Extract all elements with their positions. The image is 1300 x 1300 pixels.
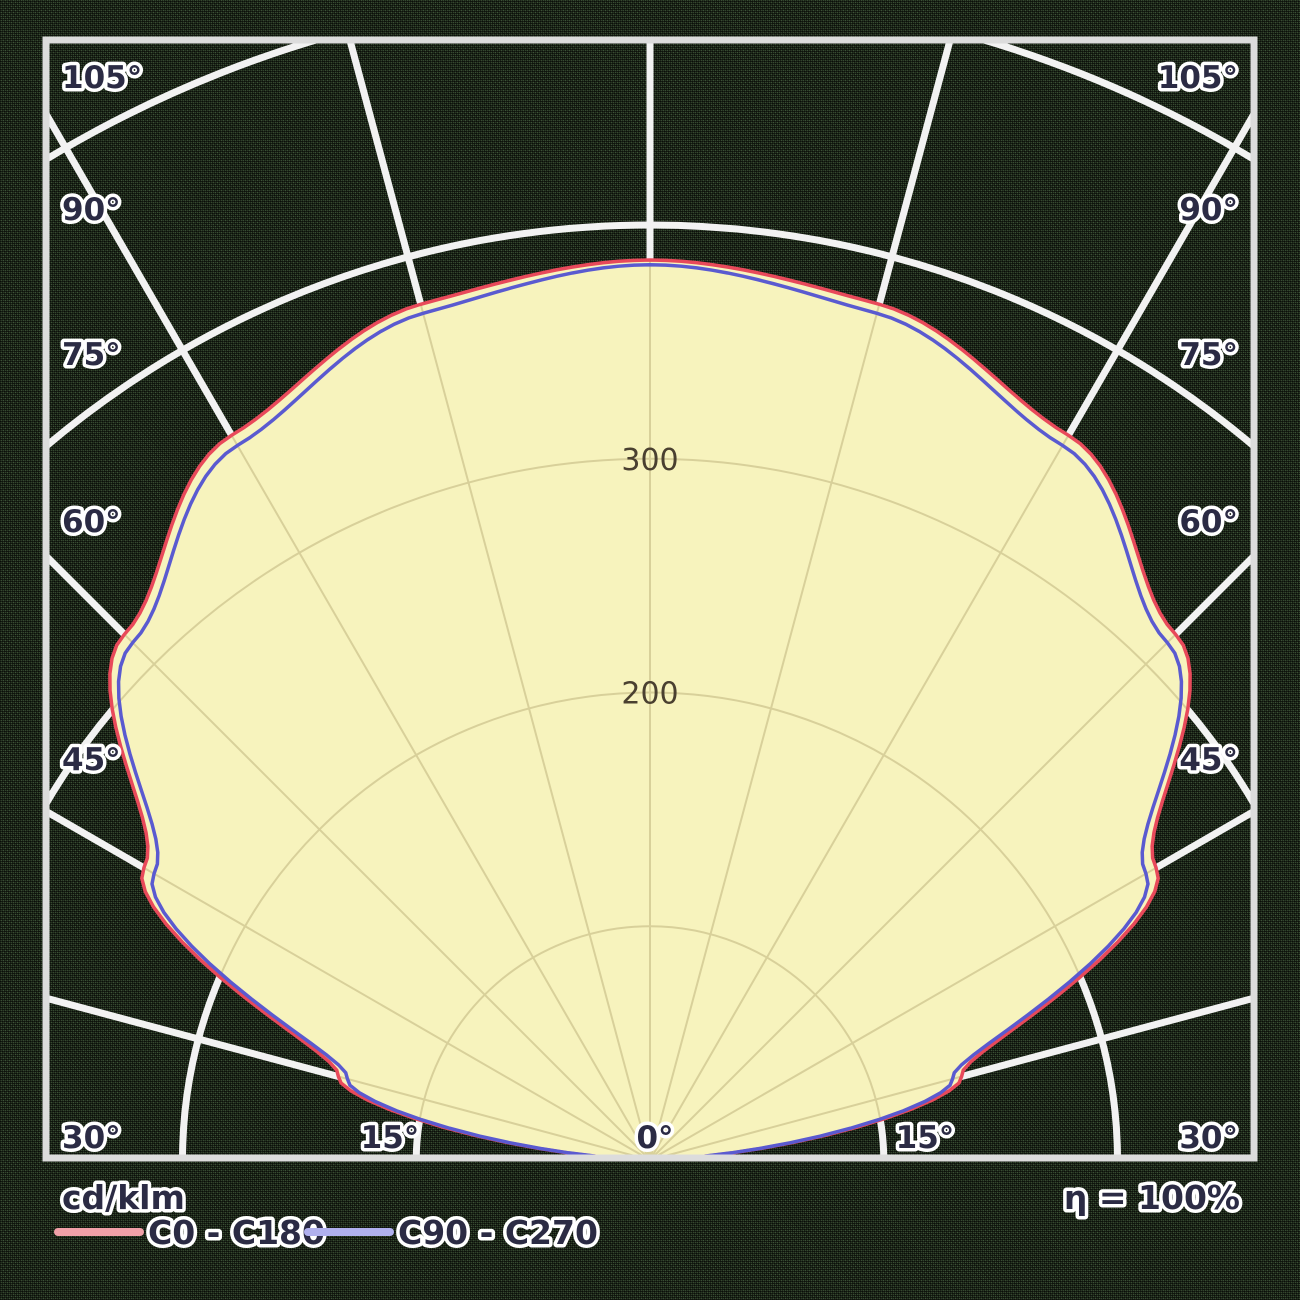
angle-label-right: 45° (1179, 742, 1238, 778)
inner-grid-spoke (109, 699, 651, 1160)
angle-label-left: 60° (62, 504, 121, 540)
inner-grid-spoke (109, 270, 651, 1160)
legend-label-c90-c270: C90 - C270 (398, 1213, 598, 1252)
legend-label-c0-c180: C0 - C180 (148, 1213, 325, 1252)
legend: cd/klm η = 100% C0 - C180 C90 - C270 (54, 1175, 1244, 1256)
angle-label-right: 75° (1179, 337, 1238, 373)
angle-label-bottom: 0° (636, 1120, 673, 1156)
angle-label-bottom: 15° (361, 1120, 420, 1156)
angle-label-right: 90° (1179, 192, 1238, 228)
plot-border (42, 36, 1258, 1162)
inner-grid-spoke (109, 260, 651, 1160)
angle-label-bottom: 15° (896, 1120, 955, 1156)
legend-unit-label: cd/klm (62, 1178, 185, 1217)
distribution-curve-c0-c180 (108, 258, 1192, 1158)
radial-value-label: 300 (621, 443, 678, 478)
angle-label-left: 105° (62, 60, 142, 96)
angle-label-right: 30° (1179, 1120, 1238, 1156)
angle-label-left: 30° (62, 1120, 121, 1156)
legend-efficiency-label: η = 100% (1064, 1178, 1240, 1217)
angle-label-right: 60° (1179, 504, 1238, 540)
angle-label-left: 45° (62, 742, 121, 778)
radial-value-label: 200 (621, 677, 678, 712)
distribution-curves (108, 258, 1192, 1158)
inner-grid-spoke (649, 260, 1191, 1160)
inner-grid-spoke (649, 270, 1191, 1160)
radial-value-labels: 200 300 (621, 443, 678, 712)
distribution-curve-c90-c270 (116, 262, 1184, 1158)
angle-axis-labels: 105° 90° 75° 60° 45° 30° 105° 90° 75° 60° 45° 30° 15… (59, 57, 1242, 1160)
inner-grid-spoke (649, 699, 1191, 1160)
angle-label-right: 105° (1158, 60, 1238, 96)
angle-label-left: 75° (62, 337, 121, 373)
angle-label-left: 90° (62, 192, 121, 228)
